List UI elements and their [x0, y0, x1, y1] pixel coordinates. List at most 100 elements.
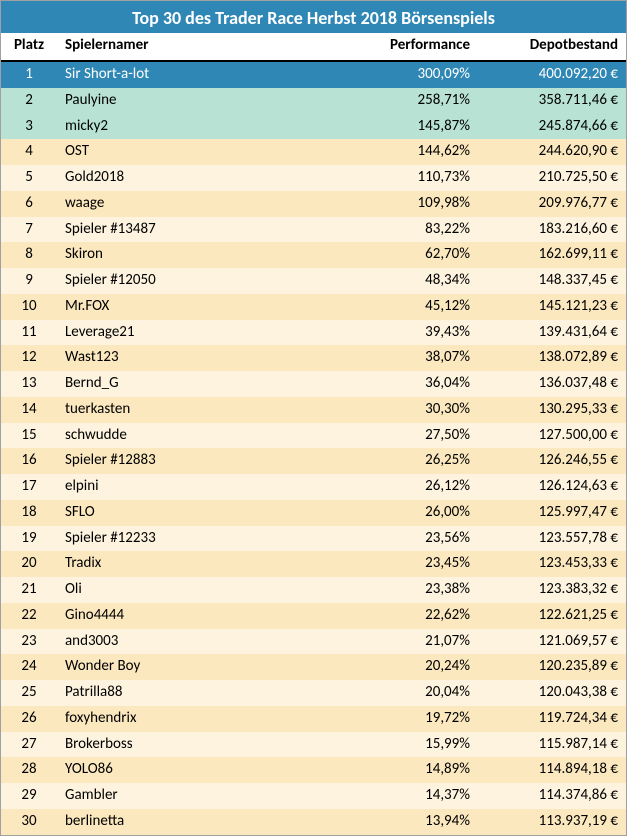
cell-rank: 23: [1, 629, 57, 655]
cell-name: elpini: [57, 474, 332, 500]
table-row: 28YOLO8614,89%114.894,18 €: [1, 757, 626, 783]
cell-depot: 126.124,63 €: [478, 474, 626, 500]
cell-rank: 3: [1, 114, 57, 140]
cell-depot: 125.997,47 €: [478, 500, 626, 526]
cell-perf: 13,94%: [332, 809, 478, 835]
table-row: 27Brokerboss15,99%115.987,14 €: [1, 732, 626, 758]
cell-depot: 120.043,38 €: [478, 680, 626, 706]
cell-perf: 22,62%: [332, 603, 478, 629]
cell-rank: 21: [1, 577, 57, 603]
cell-rank: 22: [1, 603, 57, 629]
cell-perf: 14,37%: [332, 783, 478, 809]
cell-perf: 62,70%: [332, 242, 478, 268]
table-row: 6waage109,98%209.976,77 €: [1, 191, 626, 217]
cell-rank: 19: [1, 526, 57, 552]
cell-perf: 109,98%: [332, 191, 478, 217]
cell-name: SFLO: [57, 500, 332, 526]
cell-depot: 209.976,77 €: [478, 191, 626, 217]
cell-rank: 25: [1, 680, 57, 706]
table-row: 12Wast12338,07%138.072,89 €: [1, 345, 626, 371]
cell-perf: 258,71%: [332, 88, 478, 114]
cell-depot: 400.092,20 €: [478, 61, 626, 88]
cell-rank: 2: [1, 88, 57, 114]
leaderboard-table-container: Top 30 des Trader Race Herbst 2018 Börse…: [0, 0, 627, 836]
cell-rank: 6: [1, 191, 57, 217]
cell-perf: 27,50%: [332, 423, 478, 449]
cell-rank: 15: [1, 423, 57, 449]
cell-depot: 148.337,45 €: [478, 268, 626, 294]
cell-rank: 29: [1, 783, 57, 809]
cell-rank: 7: [1, 217, 57, 243]
cell-depot: 136.037,48 €: [478, 371, 626, 397]
cell-rank: 10: [1, 294, 57, 320]
cell-perf: 20,04%: [332, 680, 478, 706]
table-row: 8Skiron62,70%162.699,11 €: [1, 242, 626, 268]
cell-rank: 18: [1, 500, 57, 526]
table-row: 26foxyhendrix19,72%119.724,34 €: [1, 706, 626, 732]
cell-name: Skiron: [57, 242, 332, 268]
table-row: 5Gold2018110,73%210.725,50 €: [1, 165, 626, 191]
cell-rank: 16: [1, 448, 57, 474]
cell-name: YOLO86: [57, 757, 332, 783]
cell-perf: 26,25%: [332, 448, 478, 474]
table-row: 11Leverage2139,43%139.431,64 €: [1, 320, 626, 346]
cell-perf: 23,56%: [332, 526, 478, 552]
cell-rank: 11: [1, 320, 57, 346]
table-row: 13Bernd_G36,04%136.037,48 €: [1, 371, 626, 397]
cell-perf: 83,22%: [332, 217, 478, 243]
cell-depot: 183.216,60 €: [478, 217, 626, 243]
cell-perf: 26,00%: [332, 500, 478, 526]
cell-perf: 144,62%: [332, 139, 478, 165]
cell-perf: 15,99%: [332, 732, 478, 758]
cell-rank: 24: [1, 654, 57, 680]
cell-depot: 127.500,00 €: [478, 423, 626, 449]
cell-name: Wast123: [57, 345, 332, 371]
cell-name: Leverage21: [57, 320, 332, 346]
cell-depot: 123.383,32 €: [478, 577, 626, 603]
cell-name: Oli: [57, 577, 332, 603]
cell-name: Sir Short-a-lot: [57, 61, 332, 88]
table-row: 7Spieler #1348783,22%183.216,60 €: [1, 217, 626, 243]
cell-perf: 23,45%: [332, 551, 478, 577]
cell-perf: 36,04%: [332, 371, 478, 397]
cell-rank: 4: [1, 139, 57, 165]
cell-name: and3003: [57, 629, 332, 655]
cell-perf: 26,12%: [332, 474, 478, 500]
table-row: 18SFLO26,00%125.997,47 €: [1, 500, 626, 526]
cell-name: Mr.FOX: [57, 294, 332, 320]
cell-rank: 5: [1, 165, 57, 191]
table-row: 23and300321,07%121.069,57 €: [1, 629, 626, 655]
cell-name: OST: [57, 139, 332, 165]
cell-name: tuerkasten: [57, 397, 332, 423]
cell-perf: 20,24%: [332, 654, 478, 680]
table-header-row: Platz Spielernamer Performance Depotbest…: [1, 33, 626, 61]
cell-depot: 130.295,33 €: [478, 397, 626, 423]
cell-perf: 30,30%: [332, 397, 478, 423]
table-row: 20Tradix23,45%123.453,33 €: [1, 551, 626, 577]
cell-name: Spieler #12233: [57, 526, 332, 552]
table-row: 3micky2145,87%245.874,66 €: [1, 114, 626, 140]
table-row: 9Spieler #1205048,34%148.337,45 €: [1, 268, 626, 294]
cell-depot: 123.557,78 €: [478, 526, 626, 552]
table-row: 10Mr.FOX45,12%145.121,23 €: [1, 294, 626, 320]
cell-perf: 21,07%: [332, 629, 478, 655]
cell-rank: 20: [1, 551, 57, 577]
col-header-name: Spielernamer: [57, 33, 332, 61]
table-row: 15schwudde27,50%127.500,00 €: [1, 423, 626, 449]
table-row: 24Wonder Boy20,24%120.235,89 €: [1, 654, 626, 680]
cell-rank: 8: [1, 242, 57, 268]
table-row: 14tuerkasten30,30%130.295,33 €: [1, 397, 626, 423]
col-header-rank: Platz: [1, 33, 57, 61]
cell-name: Gambler: [57, 783, 332, 809]
cell-depot: 138.072,89 €: [478, 345, 626, 371]
cell-depot: 126.246,55 €: [478, 448, 626, 474]
cell-name: Spieler #13487: [57, 217, 332, 243]
cell-name: Paulyine: [57, 88, 332, 114]
table-body: 1Sir Short-a-lot300,09%400.092,20 €2Paul…: [1, 61, 626, 835]
cell-depot: 123.453,33 €: [478, 551, 626, 577]
cell-depot: 210.725,50 €: [478, 165, 626, 191]
table-row: 30berlinetta13,94%113.937,19 €: [1, 809, 626, 835]
table-row: 21Oli23,38%123.383,32 €: [1, 577, 626, 603]
cell-perf: 110,73%: [332, 165, 478, 191]
table-row: 2Paulyine258,71%358.711,46 €: [1, 88, 626, 114]
